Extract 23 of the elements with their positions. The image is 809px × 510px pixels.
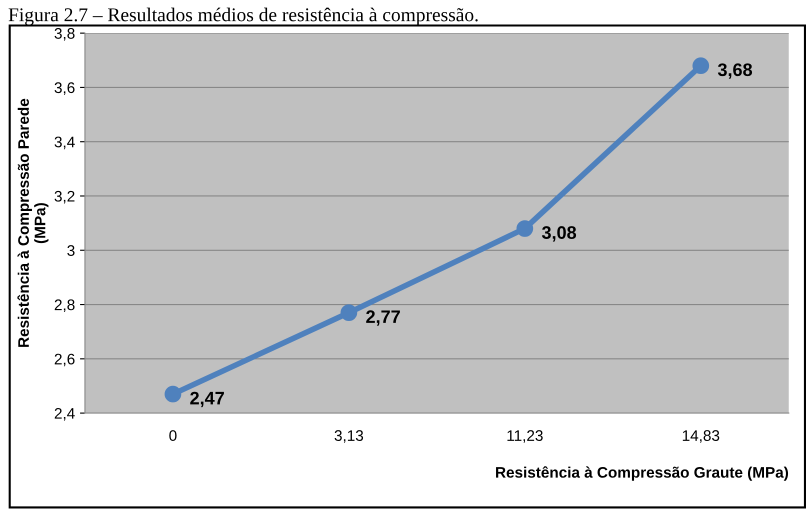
chart-title: Figura 2.7 – Resultados médios de resistência à compressão. xyxy=(8,8,478,26)
y-tick-label: 3,2 xyxy=(54,190,74,204)
x-tick-label: 11,23 xyxy=(507,430,543,443)
y-tick-label: 2,8 xyxy=(54,299,75,312)
x-tick-label: 0 xyxy=(169,430,177,441)
x-tick-label: 14,83 xyxy=(682,430,720,443)
y-tick-label: 3,8 xyxy=(54,28,75,41)
y-tick-label: 3,4 xyxy=(54,136,75,150)
data-label: 3,68 xyxy=(718,63,752,79)
point xyxy=(340,304,358,322)
x-tick-label: 3,13 xyxy=(334,430,364,443)
data-label: 3,08 xyxy=(542,226,576,242)
data-label: 2,77 xyxy=(366,310,400,326)
data-label: 2,47 xyxy=(190,392,224,408)
point xyxy=(692,57,710,74)
y-tick-label: 3 xyxy=(67,245,75,256)
point xyxy=(516,220,534,237)
y-axis-title: Resistência à Compressão Parede (MPa) xyxy=(17,98,48,347)
x-axis-title: Resistência à Compressão Graute (MPa) xyxy=(496,466,788,481)
y-tick-label: 2,6 xyxy=(54,354,75,366)
point xyxy=(164,386,182,402)
y-tick-label: 3,6 xyxy=(54,82,75,95)
y-tick-label: 2,4 xyxy=(54,408,75,421)
